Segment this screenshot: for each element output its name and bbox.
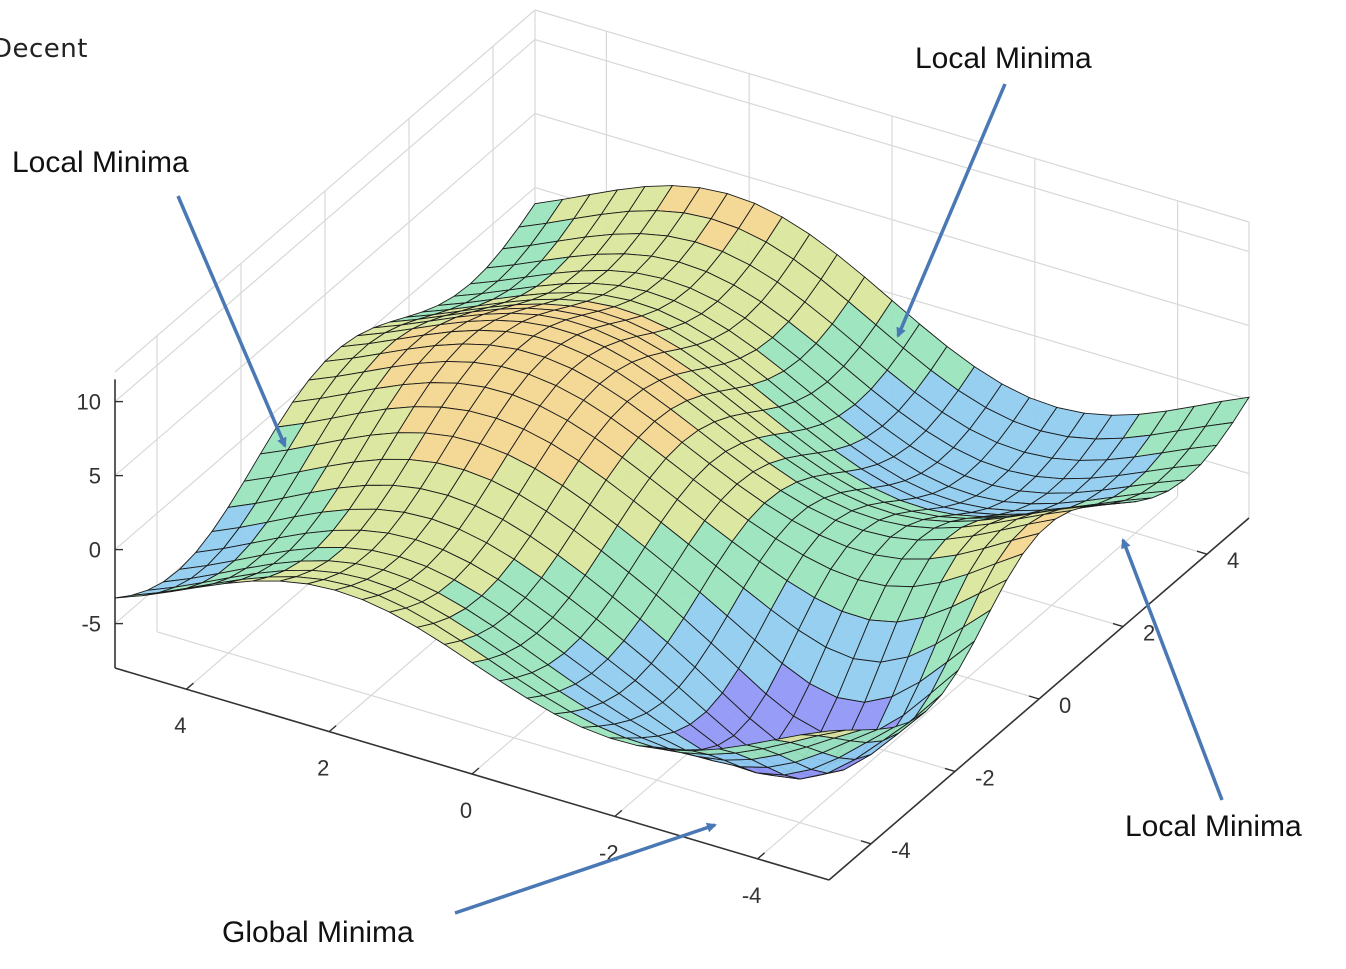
annotation-local-minima-top: Local Minima (915, 42, 1092, 75)
x-tick-label: 2 (317, 756, 329, 781)
annotation-global-minima: Global Minima (222, 916, 414, 949)
x-tick-mark (328, 725, 337, 733)
annotation-local-minima-left: Local Minima (12, 146, 189, 179)
y-tick-label: -2 (975, 765, 995, 790)
y-tick-mark (860, 840, 872, 845)
grid-line (757, 496, 1178, 860)
surface-patch (114, 592, 159, 599)
y-tick-label: 2 (1143, 621, 1155, 646)
x-tick-mark (471, 767, 480, 775)
x-tick-mark (757, 852, 766, 860)
z-tick-label: 10 (77, 390, 101, 415)
z-tick-label: 0 (89, 538, 101, 563)
y-tick-mark (944, 767, 956, 773)
arrow-local-minima-right (1121, 538, 1224, 801)
x-tick-mark (185, 682, 194, 690)
z-tick-label: 5 (89, 464, 101, 489)
z-tick-label: -5 (81, 612, 101, 637)
y-tick-label: 4 (1227, 548, 1239, 573)
x-tick-label: -4 (742, 883, 762, 908)
arrow-layer (176, 83, 1224, 915)
grid-edge (534, 9, 1250, 223)
annotation-local-minima-right: Local Minima (1125, 810, 1302, 843)
x-tick-mark (614, 809, 623, 817)
grid-edge (114, 9, 536, 373)
arrow-local-minima-left (176, 195, 287, 448)
x-tick-label: 0 (460, 798, 472, 823)
y-tick-label: -4 (891, 838, 911, 863)
arrow-global-minima (454, 822, 717, 915)
arrow-local-minima-top (896, 83, 1007, 338)
y-tick-mark (1028, 695, 1040, 700)
surface-layer (114, 185, 1250, 780)
y-tick-label: 0 (1059, 693, 1071, 718)
y-tick-mark (1196, 550, 1208, 555)
title-fragment: Decent (0, 34, 88, 64)
y-tick-mark (1112, 622, 1124, 628)
x-tick-label: 4 (174, 713, 186, 738)
